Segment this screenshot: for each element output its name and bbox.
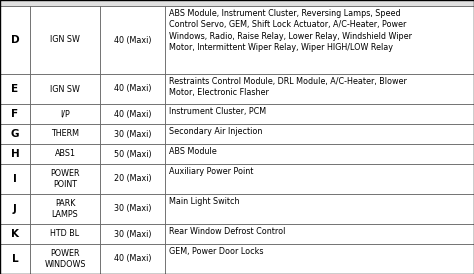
Text: GEM, Power Door Locks: GEM, Power Door Locks xyxy=(169,247,264,256)
Text: G: G xyxy=(11,129,19,139)
Bar xyxy=(165,74,474,104)
Text: I/P: I/P xyxy=(60,110,70,118)
Text: E: E xyxy=(11,84,18,94)
Text: ABS1: ABS1 xyxy=(55,150,75,158)
Text: Auxiliary Power Point: Auxiliary Power Point xyxy=(169,167,254,176)
Text: 20 (Maxi): 20 (Maxi) xyxy=(114,175,151,184)
Text: K: K xyxy=(11,229,19,239)
Bar xyxy=(100,144,165,164)
Text: 40 (Maxi): 40 (Maxi) xyxy=(114,255,151,264)
Text: Instrument Cluster, PCM: Instrument Cluster, PCM xyxy=(169,107,266,116)
Text: Secondary Air Injection: Secondary Air Injection xyxy=(169,127,263,136)
Bar xyxy=(30,6,100,74)
Bar xyxy=(30,194,100,224)
Text: ABS Module: ABS Module xyxy=(169,147,217,156)
Bar xyxy=(30,144,100,164)
Text: 50 (Maxi): 50 (Maxi) xyxy=(114,150,151,158)
Text: Main Light Switch: Main Light Switch xyxy=(169,197,239,206)
Bar xyxy=(100,124,165,144)
Bar xyxy=(0,194,30,224)
Bar xyxy=(100,244,165,274)
Bar xyxy=(165,104,474,124)
Bar xyxy=(165,164,474,194)
Bar xyxy=(30,124,100,144)
Text: Restraints Control Module, DRL Module, A/C-Heater, Blower
Motor, Electronic Flas: Restraints Control Module, DRL Module, A… xyxy=(169,77,407,98)
Bar xyxy=(100,194,165,224)
Bar xyxy=(0,6,30,74)
Text: THERM: THERM xyxy=(51,130,79,138)
Text: IGN SW: IGN SW xyxy=(50,84,80,93)
Bar xyxy=(30,104,100,124)
Bar xyxy=(100,6,165,74)
Text: POWER
WINDOWS: POWER WINDOWS xyxy=(44,249,86,269)
Bar xyxy=(30,164,100,194)
Text: J: J xyxy=(13,204,17,214)
Bar xyxy=(100,224,165,244)
Text: 40 (Maxi): 40 (Maxi) xyxy=(114,110,151,118)
Bar xyxy=(0,244,30,274)
Bar xyxy=(165,6,474,74)
Bar xyxy=(0,74,30,104)
Text: D: D xyxy=(11,35,19,45)
Bar xyxy=(30,244,100,274)
Bar xyxy=(0,164,30,194)
Bar xyxy=(0,144,30,164)
Text: 30 (Maxi): 30 (Maxi) xyxy=(114,204,151,213)
Bar xyxy=(30,224,100,244)
Bar xyxy=(100,104,165,124)
Text: IGN SW: IGN SW xyxy=(50,36,80,44)
Bar xyxy=(30,74,100,104)
Bar xyxy=(100,164,165,194)
Bar xyxy=(165,124,474,144)
Text: 30 (Maxi): 30 (Maxi) xyxy=(114,230,151,238)
Bar xyxy=(0,124,30,144)
Text: L: L xyxy=(12,254,18,264)
Bar xyxy=(165,224,474,244)
Text: 40 (Maxi): 40 (Maxi) xyxy=(114,36,151,44)
Text: HTD BL: HTD BL xyxy=(50,230,80,238)
Bar xyxy=(0,224,30,244)
Bar xyxy=(165,244,474,274)
Bar xyxy=(100,74,165,104)
Text: H: H xyxy=(10,149,19,159)
Bar xyxy=(0,104,30,124)
Text: 30 (Maxi): 30 (Maxi) xyxy=(114,130,151,138)
Text: Rear Window Defrost Control: Rear Window Defrost Control xyxy=(169,227,285,236)
Text: 40 (Maxi): 40 (Maxi) xyxy=(114,84,151,93)
Bar xyxy=(0,0,474,6)
Text: ABS Module, Instrument Cluster, Reversing Lamps, Speed
Control Servo, GEM, Shift: ABS Module, Instrument Cluster, Reversin… xyxy=(169,9,412,52)
Text: I: I xyxy=(13,174,17,184)
Text: POWER
POINT: POWER POINT xyxy=(50,169,80,189)
Bar xyxy=(165,194,474,224)
Text: PARK
LAMPS: PARK LAMPS xyxy=(52,199,78,219)
Bar xyxy=(165,144,474,164)
Text: F: F xyxy=(11,109,18,119)
